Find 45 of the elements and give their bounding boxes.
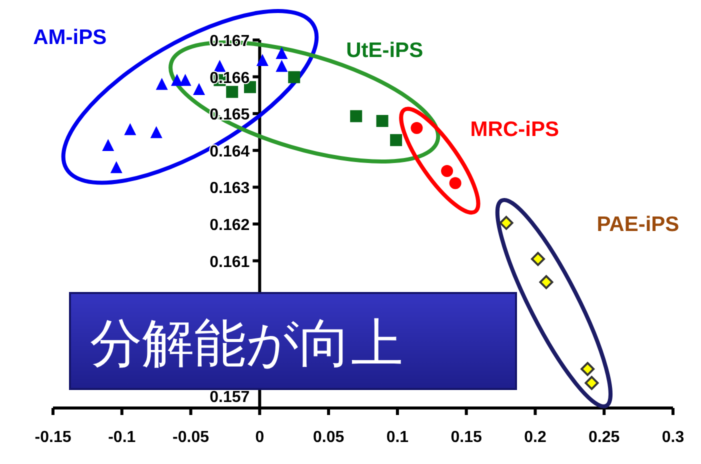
x-tick-label: 0.25 <box>588 429 620 446</box>
y-tick-label: 0.161 <box>210 254 250 271</box>
text: UtE-iPS <box>346 39 424 62</box>
x-tick-label: 0.15 <box>450 429 482 446</box>
point <box>193 83 206 96</box>
point <box>276 60 288 72</box>
point <box>539 275 554 290</box>
point <box>226 86 238 98</box>
point <box>530 252 545 266</box>
point <box>214 60 226 72</box>
point <box>156 78 168 90</box>
point <box>584 376 599 390</box>
x-tick-label: 0.3 <box>662 429 684 446</box>
text: AM-iPS <box>33 26 107 49</box>
point <box>110 161 122 174</box>
point <box>441 165 454 178</box>
point <box>580 362 595 376</box>
y-tick-label: 0.157 <box>210 389 250 406</box>
text: PAE-iPS <box>596 212 680 236</box>
point <box>288 71 300 84</box>
point <box>171 74 183 86</box>
point <box>124 123 136 136</box>
x-tick-label: 0.2 <box>524 429 546 446</box>
point <box>102 138 114 151</box>
point <box>449 177 462 190</box>
y-tick-label: 0.164 <box>210 143 250 160</box>
annotation: 分解能が向上 <box>90 315 403 373</box>
point <box>179 74 192 86</box>
point <box>376 114 388 127</box>
y-tick-label: 0.163 <box>210 180 250 198</box>
x-tick-label: -0.05 <box>172 429 210 446</box>
x-tick-label: 0 <box>255 429 264 446</box>
y-tick-label: 0.162 <box>210 217 250 234</box>
point <box>499 216 514 230</box>
point <box>390 134 402 146</box>
x-tick-label: 0.05 <box>312 429 344 446</box>
x-tick-label: -0.1 <box>108 429 136 446</box>
point <box>350 110 362 122</box>
point <box>410 122 423 134</box>
x-tick-label: 0.1 <box>386 429 409 446</box>
point <box>256 54 268 66</box>
point <box>150 126 162 138</box>
series-label: MRC-iPS <box>470 118 559 141</box>
x-tick-label: -0.15 <box>34 429 72 446</box>
point <box>276 46 288 59</box>
